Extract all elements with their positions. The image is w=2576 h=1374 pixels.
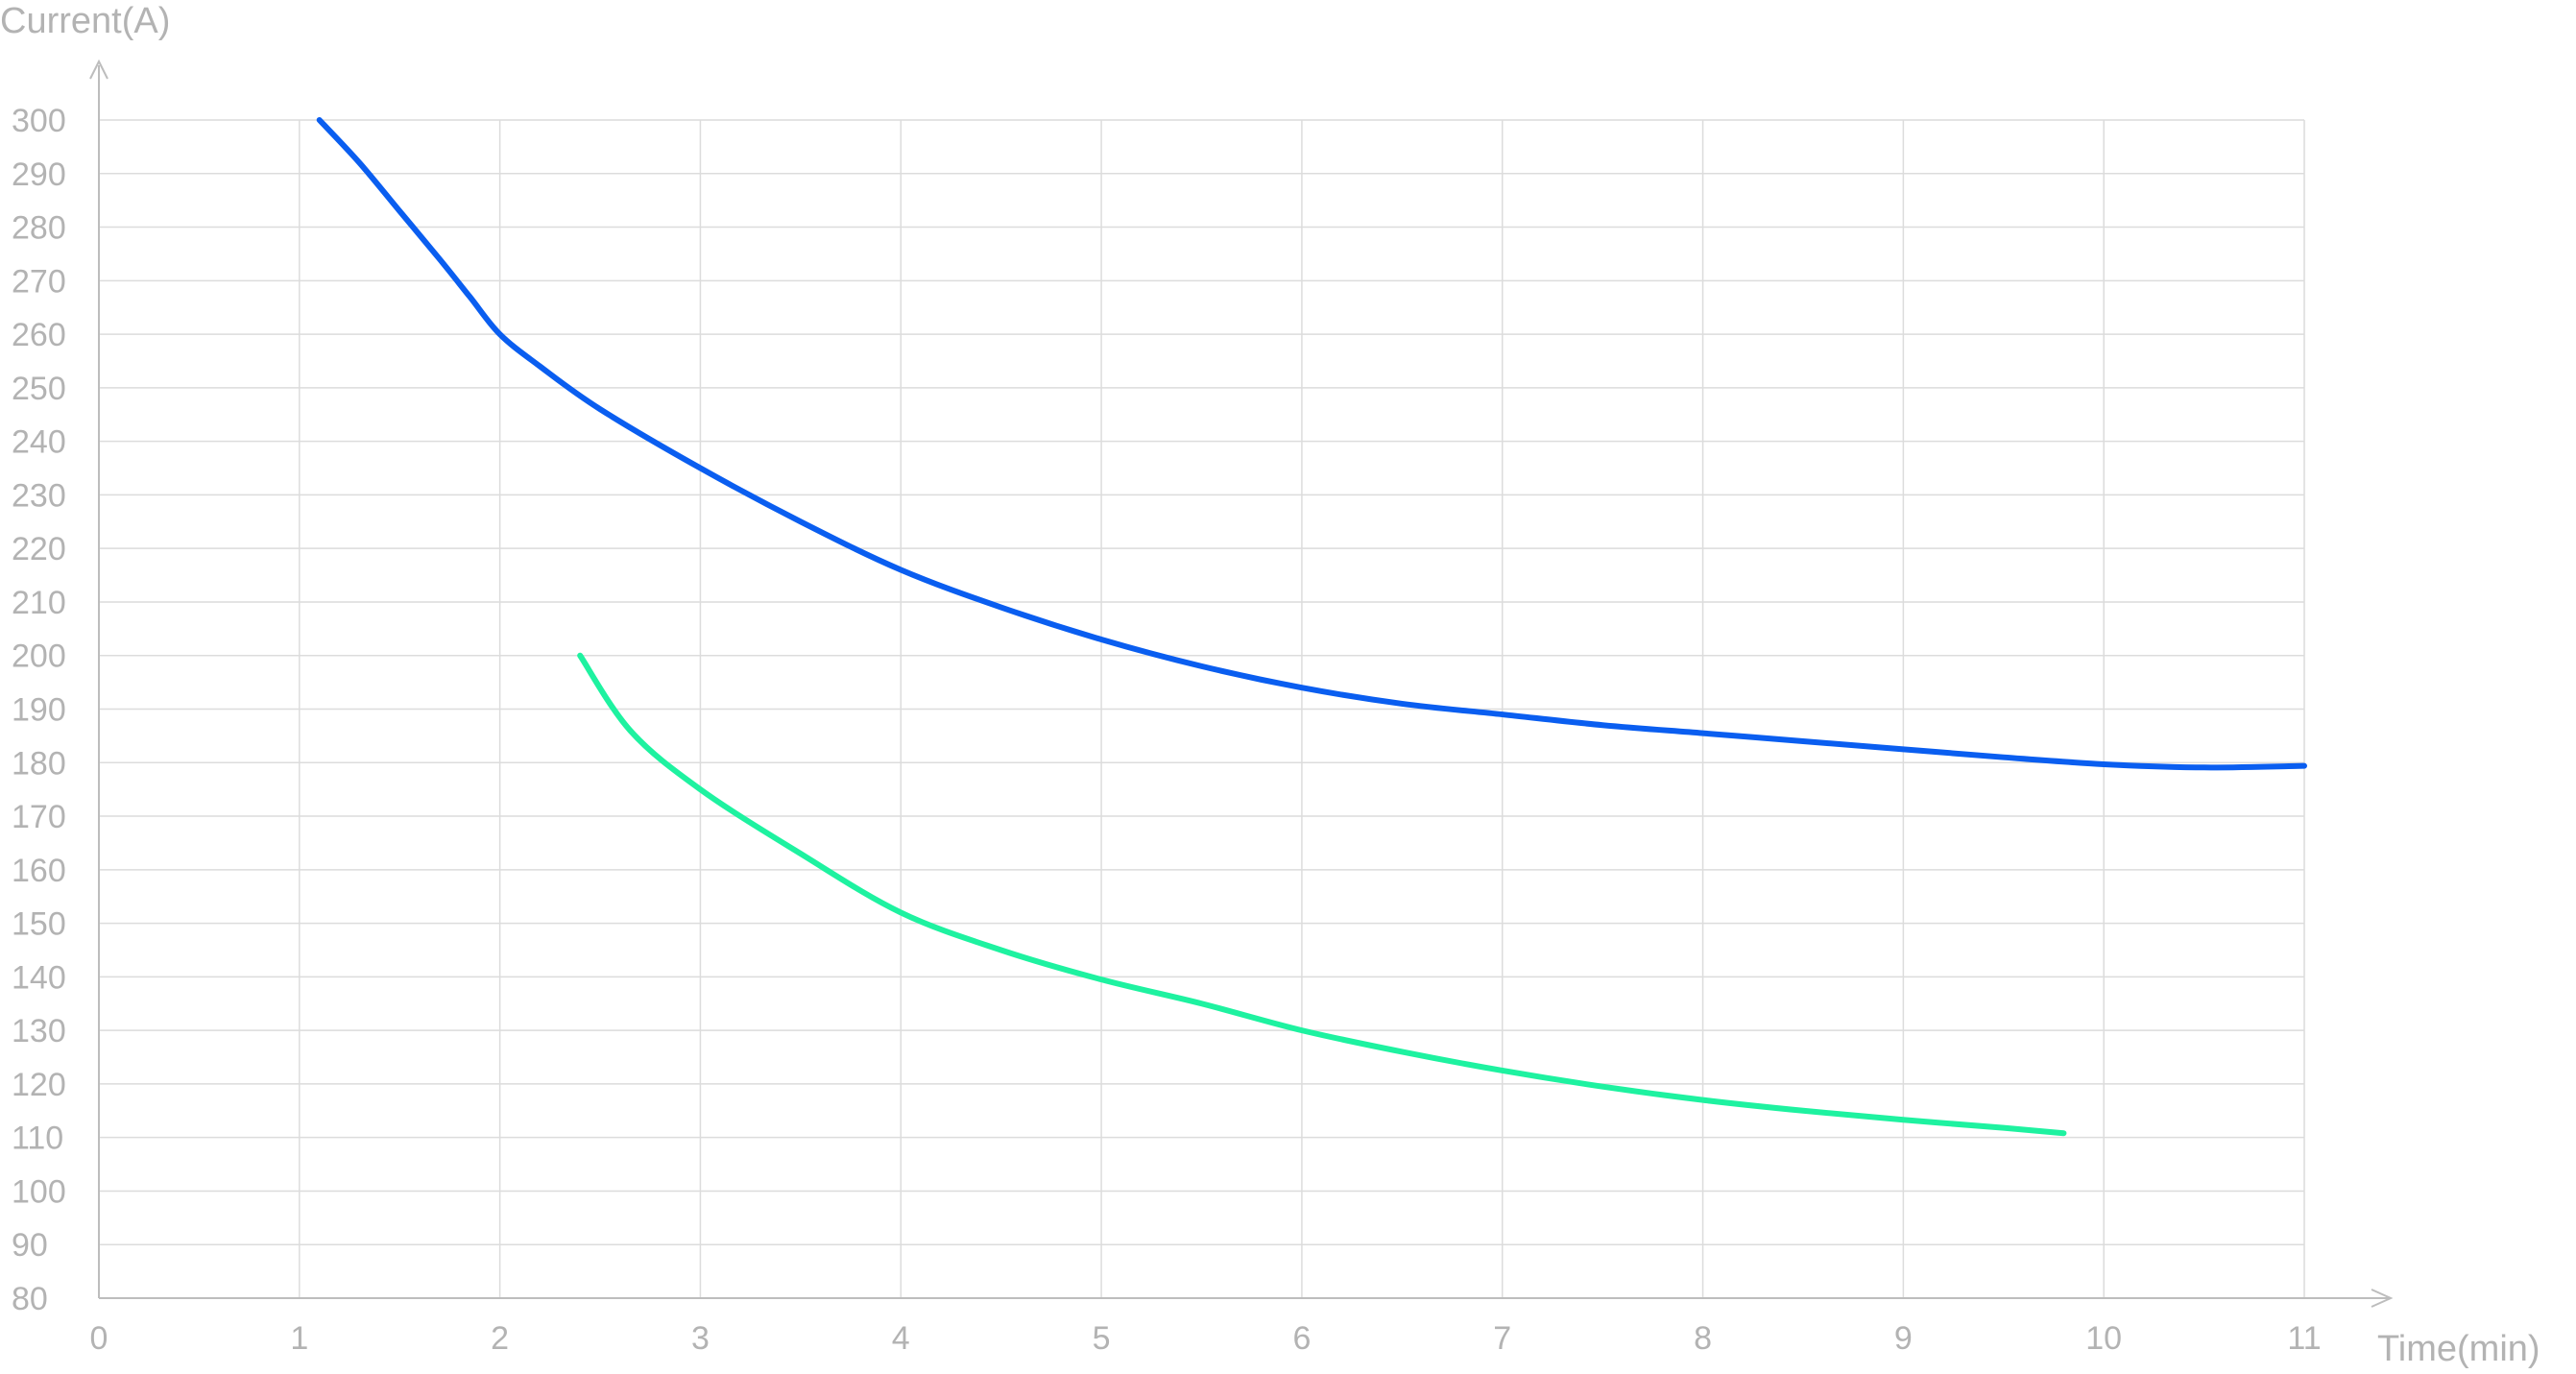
y-tick-label: 90 (12, 1227, 48, 1264)
x-tick-label: 4 (892, 1320, 910, 1357)
x-tick-label: 6 (1292, 1320, 1311, 1357)
y-axis-title: Current(A) (0, 1, 170, 41)
x-tick-label: 10 (2085, 1320, 2122, 1357)
x-tick-label: 3 (691, 1320, 710, 1357)
y-tick-label: 270 (12, 263, 66, 300)
x-tick-label: 8 (1694, 1320, 1712, 1357)
y-tick-label: 300 (12, 103, 66, 139)
x-tick-label: 1 (290, 1320, 308, 1357)
y-tick-label: 80 (12, 1281, 48, 1317)
y-tick-label: 260 (12, 317, 66, 353)
y-tick-label: 170 (12, 799, 66, 835)
x-tick-label: 7 (1493, 1320, 1511, 1357)
x-tick-label: 2 (491, 1320, 509, 1357)
y-tick-label: 210 (12, 585, 66, 621)
y-tick-label: 140 (12, 959, 66, 996)
y-tick-label: 100 (12, 1173, 66, 1210)
y-tick-label: 280 (12, 210, 66, 247)
y-tick-label: 230 (12, 477, 66, 514)
y-tick-label: 220 (12, 531, 66, 567)
tick-labels: 8090100110120130140150160170180190200210… (12, 103, 2322, 1357)
x-tick-label: 9 (1894, 1320, 1913, 1357)
series-line-1 (316, 117, 2307, 771)
grid-lines (99, 119, 2305, 1298)
y-tick-label: 110 (12, 1121, 63, 1157)
axes (89, 59, 2394, 1308)
x-axis-arrow-icon (2371, 1289, 2394, 1308)
y-tick-label: 250 (12, 371, 66, 407)
y-tick-label: 160 (12, 853, 66, 889)
y-tick-label: 290 (12, 157, 66, 193)
x-tick-label: 5 (1093, 1320, 1111, 1357)
y-tick-label: 130 (12, 1013, 66, 1049)
y-tick-label: 120 (12, 1067, 66, 1103)
y-tick-label: 200 (12, 639, 66, 675)
series-lines (316, 117, 2307, 1137)
series-line-2 (577, 652, 2067, 1137)
x-axis-title: Time(min) (2377, 1329, 2540, 1369)
y-tick-label: 150 (12, 906, 66, 943)
y-axis-arrow-icon (89, 59, 108, 80)
y-tick-label: 180 (12, 745, 66, 782)
x-tick-label: 11 (2287, 1320, 2321, 1357)
y-tick-label: 190 (12, 692, 66, 729)
y-tick-label: 240 (12, 424, 66, 461)
x-tick-label: 0 (90, 1320, 108, 1357)
